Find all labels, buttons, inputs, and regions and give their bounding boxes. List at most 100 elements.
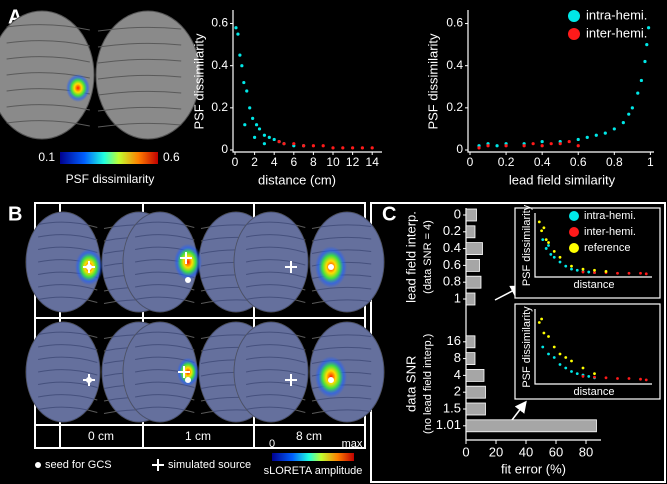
sulcus <box>135 296 195 303</box>
sulcus <box>38 284 98 291</box>
axes <box>232 10 382 153</box>
panel-label: B <box>8 203 22 225</box>
sulcus <box>6 56 90 63</box>
group-label: lead field interp. <box>403 211 418 303</box>
point <box>370 146 374 150</box>
bar <box>465 385 486 399</box>
point <box>331 146 335 150</box>
point <box>236 32 240 36</box>
point <box>234 26 238 30</box>
sulcus <box>97 58 182 64</box>
sulcus <box>246 344 306 351</box>
point <box>542 331 546 335</box>
sulcus <box>311 359 372 364</box>
point <box>547 241 550 244</box>
y-tick-label: 0.6 <box>211 16 228 30</box>
group-sublabel: (data SNR = 4) <box>422 220 434 294</box>
x-tick-label: 80 <box>579 444 593 459</box>
x-tick-label: 14 <box>366 155 380 169</box>
sulcus <box>311 249 372 254</box>
y-tick-label: 0 <box>454 206 461 221</box>
y-axis-label: PSF dissimilarity <box>191 33 206 130</box>
point <box>245 89 249 93</box>
point <box>627 112 631 116</box>
point <box>243 123 247 127</box>
source-cross <box>178 366 190 378</box>
y-tick-label: 0.4 <box>446 58 463 72</box>
y-tick-label: 0 <box>456 142 463 156</box>
point <box>238 53 242 57</box>
point <box>544 238 548 242</box>
point <box>630 106 634 110</box>
bar <box>465 402 486 416</box>
y-tick-label: 0.4 <box>211 58 228 72</box>
sulcus <box>135 344 195 351</box>
y-tick-label: 1 <box>454 290 461 305</box>
sulcus <box>311 286 372 292</box>
point <box>552 356 556 359</box>
x-tick-label: 2 <box>251 155 258 169</box>
point <box>302 144 306 148</box>
bar <box>465 292 476 306</box>
x-axis-label: distance <box>574 279 615 291</box>
sulcus <box>6 24 90 31</box>
sulcus <box>246 296 306 303</box>
sulcus <box>135 394 195 401</box>
sulcus <box>38 394 98 401</box>
activity <box>234 322 308 422</box>
x-tick-label: 60 <box>549 444 563 459</box>
sulcus <box>6 104 90 111</box>
sulcus <box>311 396 372 402</box>
point <box>552 255 556 259</box>
sulcus <box>97 106 182 112</box>
y-tick-label: 0 <box>221 142 228 156</box>
point <box>636 91 640 95</box>
y-tick-label: 1.5 <box>443 400 461 415</box>
legend-cross <box>152 459 164 471</box>
sulcus <box>97 122 182 128</box>
point <box>604 376 608 380</box>
point <box>639 78 643 83</box>
legend-marker <box>569 243 579 253</box>
point <box>593 271 596 275</box>
sulcus <box>38 381 98 388</box>
sulcus <box>246 234 306 241</box>
colorbar-label: PSF dissimilarity <box>66 172 155 186</box>
point <box>253 135 257 139</box>
sulcus <box>311 236 372 242</box>
point <box>616 377 619 380</box>
sulcus <box>246 271 306 278</box>
y-tick-label: 8 <box>454 350 461 365</box>
source-cross <box>285 374 297 386</box>
sulcus <box>246 246 306 253</box>
sulcus <box>135 406 195 413</box>
y-axis-label: PSF dissimilarity <box>521 204 533 286</box>
sulcus <box>246 394 306 401</box>
legend-marker <box>569 211 579 221</box>
point <box>616 271 619 275</box>
x-tick-label: 12 <box>346 155 360 169</box>
point <box>576 144 580 148</box>
point <box>639 271 642 275</box>
point <box>558 142 562 146</box>
sulcus <box>311 299 372 304</box>
activity <box>234 212 308 312</box>
point <box>585 135 589 139</box>
x-tick-label: 0.2 <box>498 155 515 169</box>
legend-label: reference <box>584 242 630 254</box>
x-tick-label: 0 <box>462 444 469 459</box>
colorbar-min: 0 <box>269 438 275 450</box>
point <box>547 335 550 338</box>
point <box>540 139 544 144</box>
legend-marker <box>568 28 580 40</box>
x-tick-label: 20 <box>489 444 503 459</box>
x-tick-label: 0 <box>232 155 239 169</box>
legend-label: intra-hemi. <box>586 7 647 22</box>
colorbar-max: 0.6 <box>163 150 180 164</box>
point <box>564 366 568 370</box>
sulcus <box>6 40 90 47</box>
point <box>351 146 355 150</box>
sulcus <box>246 284 306 291</box>
point <box>540 229 543 233</box>
